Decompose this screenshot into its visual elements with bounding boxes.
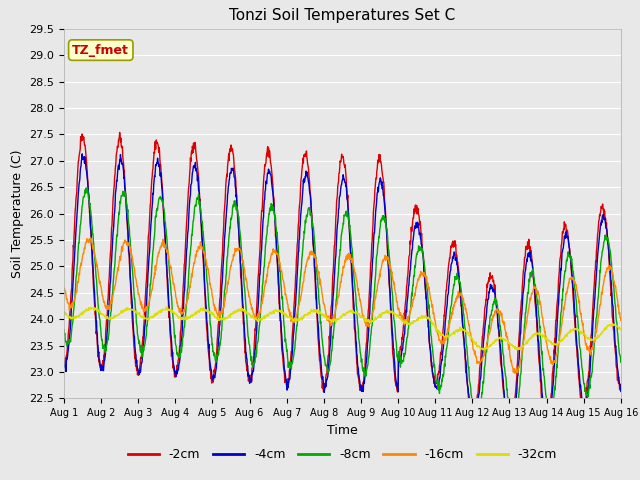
-32cm <box>60 311 68 316</box>
-16cm <box>292 315 300 321</box>
-16cm <box>568 275 576 281</box>
-4cm <box>78 151 86 157</box>
-32cm <box>163 304 170 310</box>
-4cm <box>279 349 287 355</box>
-8cm <box>184 288 191 293</box>
Legend: -2cm, -4cm, -8cm, -16cm, -32cm: -2cm, -4cm, -8cm, -16cm, -32cm <box>123 443 562 466</box>
-2cm <box>60 359 68 365</box>
X-axis label: Time: Time <box>327 424 358 437</box>
-4cm <box>520 282 528 288</box>
-2cm <box>428 364 436 370</box>
-32cm <box>292 318 300 324</box>
-2cm <box>279 356 287 361</box>
-8cm <box>509 431 517 436</box>
Line: -4cm: -4cm <box>64 154 621 443</box>
-8cm <box>520 330 528 336</box>
-16cm <box>184 298 191 303</box>
-16cm <box>520 336 528 342</box>
-16cm <box>428 304 436 310</box>
-4cm <box>506 440 514 446</box>
-2cm <box>506 437 514 443</box>
-2cm <box>184 206 191 212</box>
-8cm <box>428 343 436 348</box>
-16cm <box>60 286 68 291</box>
-4cm <box>428 366 436 372</box>
-4cm <box>617 388 625 394</box>
-2cm <box>292 257 300 263</box>
-2cm <box>568 279 576 285</box>
-4cm <box>292 288 300 293</box>
-32cm <box>481 347 488 353</box>
-8cm <box>83 185 91 191</box>
Line: -32cm: -32cm <box>64 307 621 350</box>
-16cm <box>617 318 625 324</box>
-2cm <box>617 384 625 390</box>
-8cm <box>617 360 625 365</box>
-32cm <box>184 314 191 320</box>
Line: -16cm: -16cm <box>64 238 621 373</box>
Line: -8cm: -8cm <box>64 188 621 433</box>
-4cm <box>184 236 191 241</box>
Y-axis label: Soil Temperature (C): Soil Temperature (C) <box>11 149 24 278</box>
-16cm <box>279 276 287 282</box>
-32cm <box>428 321 436 327</box>
-8cm <box>568 260 576 266</box>
-32cm <box>617 327 625 333</box>
-32cm <box>568 327 576 333</box>
-16cm <box>511 371 518 376</box>
-2cm <box>116 130 124 135</box>
Title: Tonzi Soil Temperatures Set C: Tonzi Soil Temperatures Set C <box>229 9 456 24</box>
-8cm <box>292 327 300 333</box>
-8cm <box>279 305 287 311</box>
-16cm <box>87 235 95 240</box>
-8cm <box>60 327 68 333</box>
-4cm <box>60 365 68 371</box>
Text: TZ_fmet: TZ_fmet <box>72 44 129 57</box>
-4cm <box>568 273 576 279</box>
Line: -2cm: -2cm <box>64 132 621 440</box>
-32cm <box>520 342 528 348</box>
-32cm <box>279 311 287 317</box>
-2cm <box>520 263 528 268</box>
